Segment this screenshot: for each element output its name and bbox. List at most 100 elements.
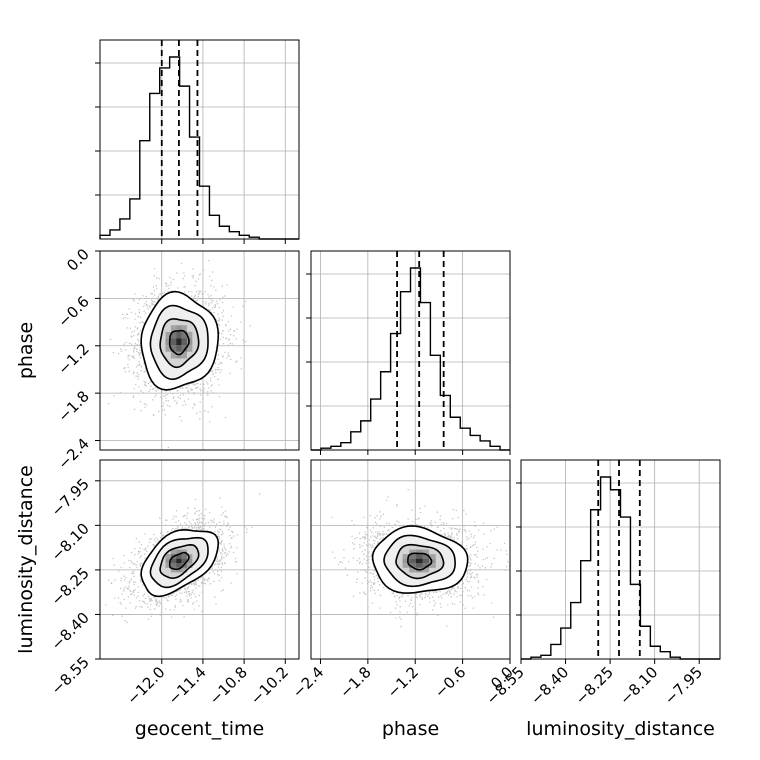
density-cell <box>181 558 187 564</box>
density-cell <box>176 549 182 555</box>
y-tick-label: −1.2 <box>54 340 92 378</box>
contour-line <box>149 304 209 381</box>
x-tick-label: −7.95 <box>661 663 706 708</box>
density-cell <box>176 563 182 568</box>
density-cell <box>429 554 436 559</box>
x-axis-label-phase: phase <box>382 718 439 740</box>
density-cell <box>170 331 177 339</box>
x-axis-label-luminosity_distance: luminosity_distance <box>526 718 715 740</box>
density-cell <box>165 338 171 346</box>
density-cell <box>186 331 193 339</box>
panel-frame <box>99 459 300 660</box>
x-tick-label: −8.10 <box>616 663 661 708</box>
density-cell <box>170 558 177 564</box>
density-cell <box>176 345 182 352</box>
density-cell <box>176 558 182 564</box>
x-tick-label: −11.4 <box>165 663 210 708</box>
panel-frame <box>520 459 721 660</box>
density-cell <box>170 549 177 555</box>
density-cell <box>165 554 171 559</box>
density-cell <box>181 325 187 332</box>
contour-line <box>159 318 200 369</box>
y-tick-label: −2.4 <box>54 435 92 473</box>
density-cell <box>186 345 193 352</box>
x-tick-label: −10.8 <box>206 663 251 708</box>
y-tick-label: −8.55 <box>48 653 93 698</box>
density-cell <box>415 554 423 559</box>
density-cell <box>181 338 187 346</box>
density-cell <box>409 554 416 559</box>
y-tick-label: −0.6 <box>54 292 92 330</box>
density-cell <box>186 558 193 564</box>
y-axis-label-phase: phase <box>15 322 37 379</box>
y-tick-label: −8.40 <box>48 609 93 654</box>
density-cell <box>415 563 423 568</box>
panel-frame <box>310 250 511 451</box>
density-cell <box>181 549 187 555</box>
density-cell <box>409 567 416 573</box>
density-cell <box>422 558 430 564</box>
density-cell <box>170 338 177 346</box>
density-cell <box>422 567 430 573</box>
y-tick-label: −8.10 <box>48 519 93 564</box>
x-tick-label: −1.8 <box>336 663 374 701</box>
density-cell <box>415 549 423 555</box>
x-tick-label: −1.2 <box>384 663 422 701</box>
y-axis-label-luminosity_distance: luminosity_distance <box>15 465 37 654</box>
x-axis-label-geocent_time: geocent_time <box>135 718 264 740</box>
density-cell <box>429 563 436 568</box>
panel-content <box>100 460 299 659</box>
x-tick-label: −12.0 <box>123 663 168 708</box>
contour-line <box>383 534 456 588</box>
density-cell <box>415 558 423 564</box>
panel-frame <box>99 39 300 240</box>
y-tick-label: −7.95 <box>48 475 93 520</box>
density-cell <box>402 563 410 568</box>
density-cell <box>186 554 193 559</box>
density-cell <box>170 345 177 352</box>
x-tick-label: −8.40 <box>527 663 572 708</box>
density-cell <box>165 331 171 339</box>
density-cell <box>165 563 171 568</box>
density-cell <box>170 563 177 568</box>
density-cell <box>176 554 182 559</box>
contour-line <box>371 525 469 594</box>
density-cell <box>186 563 193 568</box>
density-cell <box>402 558 410 564</box>
contour-line <box>140 529 220 598</box>
density-cell <box>402 554 410 559</box>
histogram-luminosity_distance <box>521 476 720 660</box>
x-tick-label: −8.25 <box>572 663 617 708</box>
contour-line <box>159 543 200 580</box>
joint-panel-phase-luminosity_distance <box>310 459 511 660</box>
density-cell <box>170 351 177 359</box>
density-cell <box>422 554 430 559</box>
y-tick-label: −1.8 <box>54 387 92 425</box>
density-cell <box>176 338 182 346</box>
panel-content <box>100 251 299 450</box>
hist-panel-geocent_time <box>95 39 300 240</box>
density-cell <box>170 567 177 573</box>
density-cell <box>176 325 182 332</box>
x-tick-label: −2.4 <box>289 663 327 701</box>
y-tick-label: −8.25 <box>48 564 93 609</box>
density-cell <box>409 549 416 555</box>
density-cell <box>176 567 182 573</box>
panel-frame <box>99 250 300 451</box>
hist-panel-phase <box>306 250 511 451</box>
density-cell <box>181 345 187 352</box>
contour-line <box>168 551 190 571</box>
panel-content <box>311 460 510 659</box>
density-cell <box>422 549 430 555</box>
density-cell <box>170 325 177 332</box>
density-cell <box>181 554 187 559</box>
density-cell <box>181 567 187 573</box>
contour-line <box>407 552 433 571</box>
density-cell <box>409 563 416 568</box>
density-cell <box>176 331 182 339</box>
joint-panel-geocent_time-luminosity_distance <box>99 459 300 660</box>
histogram-geocent_time <box>99 56 299 240</box>
contour-line <box>140 290 220 391</box>
hist-panel-luminosity_distance <box>516 459 721 660</box>
